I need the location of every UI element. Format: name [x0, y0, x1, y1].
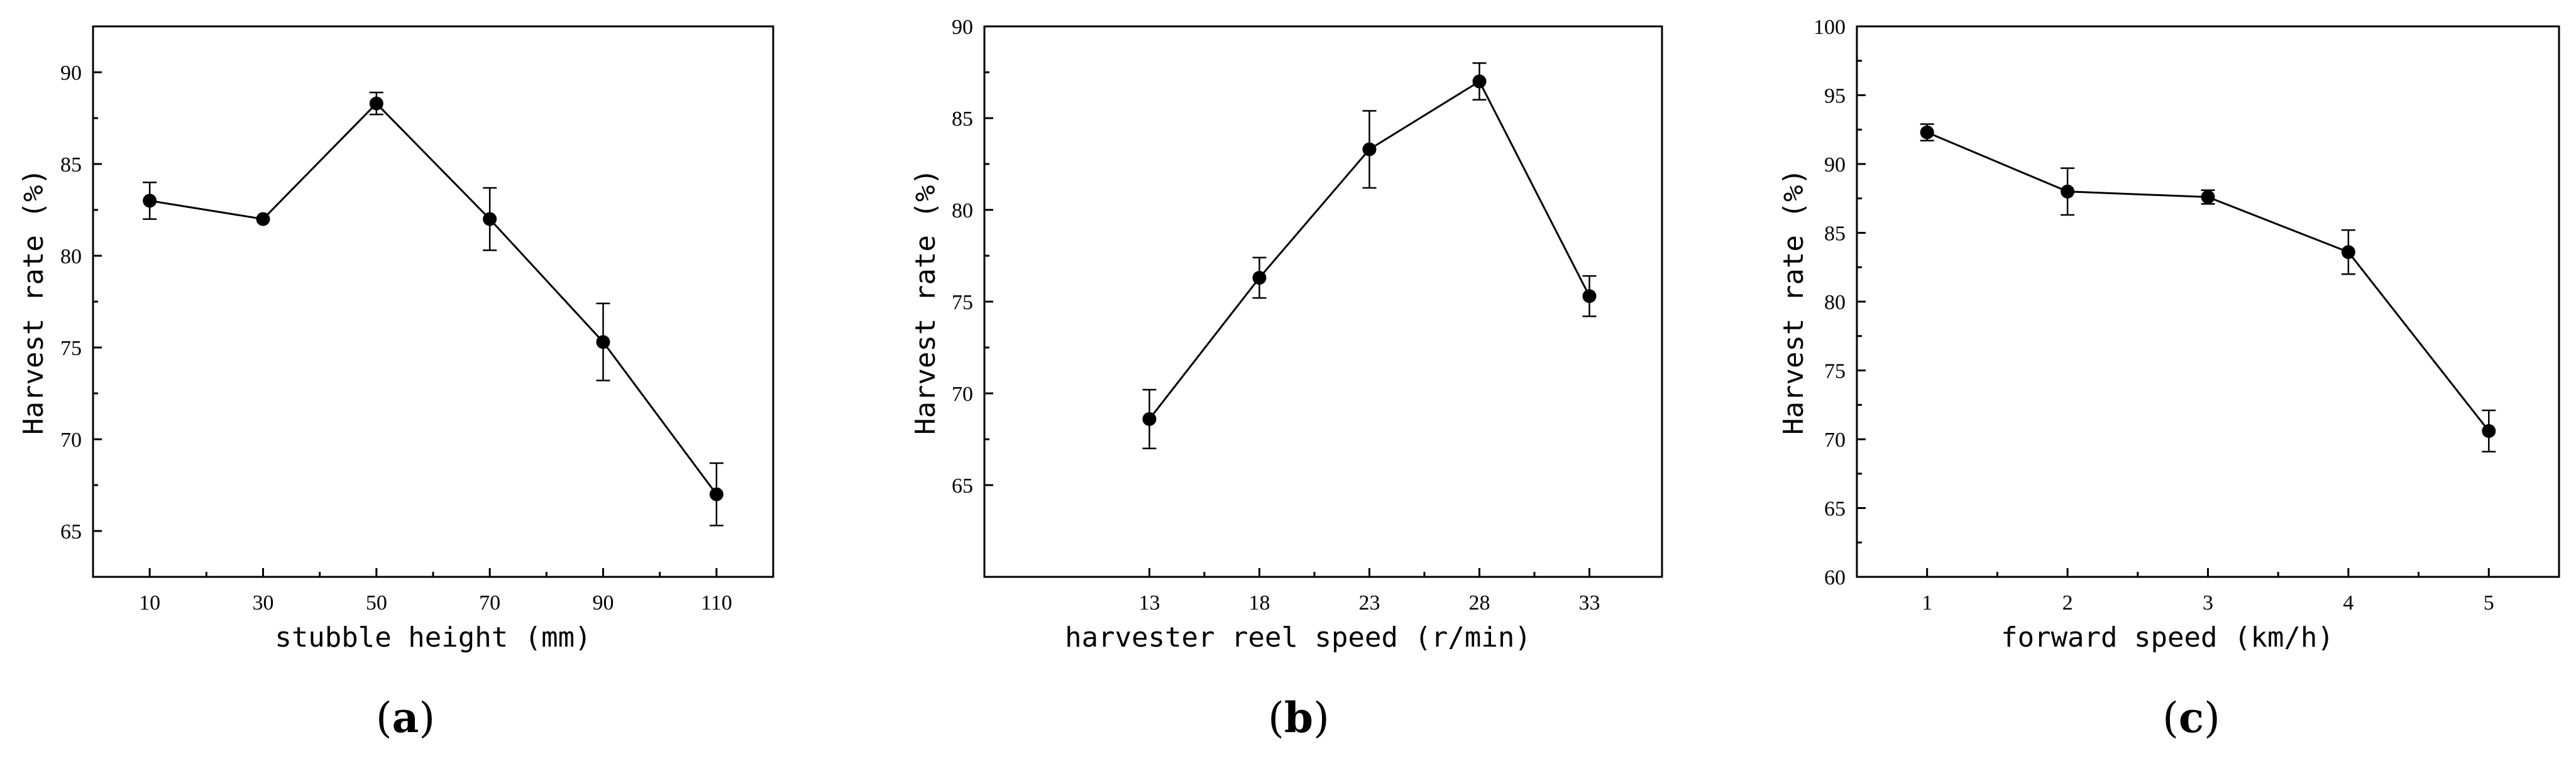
- data-point: [1920, 125, 1934, 140]
- marks-c: [1920, 123, 2496, 452]
- y-tick-label: 80: [952, 199, 973, 222]
- x-tick-label: 33: [1579, 591, 1600, 615]
- chart-panel-c: 60 65 70 75 80 85 90 95 100 1 2 3 4 5 forward speed …: [1778, 16, 2560, 742]
- data-point: [1142, 412, 1157, 426]
- y-tick-label: 85: [60, 153, 82, 177]
- y-tick-label: 95: [1824, 85, 1846, 108]
- data-point: [143, 194, 157, 208]
- x-tick-label: 10: [139, 591, 160, 615]
- y-axis-title-b: Harvest rate (%): [910, 168, 942, 435]
- y-tick-label: 90: [60, 62, 82, 85]
- series-line: [149, 102, 718, 495]
- y-ticks-b: 65 70 75 80 85 90: [952, 16, 993, 498]
- x-axis-title-c: forward speed (km/h): [2001, 621, 2334, 654]
- y-tick-label: 65: [952, 474, 973, 498]
- x-ticks-a: 10 30 50 70 90 110: [139, 568, 732, 615]
- panel-label-a: (a): [376, 693, 435, 742]
- y-tick-label: 70: [1824, 429, 1846, 452]
- y-tick-label: 100: [1814, 16, 1846, 39]
- data-point: [596, 335, 610, 349]
- marks-b: [1142, 62, 1597, 449]
- y-tick-label: 75: [1824, 360, 1846, 383]
- data-point: [2061, 184, 2075, 199]
- y-tick-label: 85: [952, 107, 973, 131]
- y-tick-label: 80: [60, 245, 82, 268]
- x-tick-label: 13: [1139, 591, 1160, 615]
- y-tick-label: 70: [952, 383, 973, 406]
- y-tick-label: 90: [952, 16, 973, 39]
- data-point: [2341, 245, 2355, 260]
- x-tick-label: 50: [366, 591, 387, 615]
- x-tick-label: 18: [1249, 591, 1270, 615]
- x-tick-label: 70: [479, 591, 500, 615]
- x-tick-label: 4: [2343, 591, 2353, 615]
- y-tick-label: 60: [1824, 566, 1846, 589]
- panel-label-c: (c): [2162, 693, 2220, 742]
- y-axis-title-a: Harvest rate (%): [18, 168, 50, 435]
- y-tick-label: 70: [60, 429, 82, 452]
- data-point: [2201, 190, 2215, 204]
- x-tick-label: 23: [1359, 591, 1380, 615]
- y-tick-label: 75: [60, 337, 82, 360]
- plot-frame-b: [983, 25, 1663, 578]
- data-point: [256, 212, 270, 226]
- x-tick-label: 30: [253, 591, 274, 615]
- y-ticks-a: 65 70 75 80 85 90: [60, 62, 102, 544]
- series-line: [1927, 131, 2490, 432]
- data-point: [709, 487, 724, 501]
- y-tick-label: 85: [1824, 222, 1846, 246]
- plot-frame-a: [92, 25, 774, 578]
- x-tick-label: 28: [1469, 591, 1490, 615]
- data-point: [2482, 424, 2496, 438]
- data-point: [1362, 142, 1377, 156]
- x-tick-label: 5: [2484, 591, 2494, 615]
- data-point: [1252, 271, 1267, 285]
- chart-panel-a: 65 70 75 80 85 90 10 30 50 70 90 110 stubble heigh…: [18, 25, 774, 742]
- y-axis-title-c: Harvest rate (%): [1778, 168, 1810, 435]
- plot-frame-c: [1856, 25, 2560, 578]
- y-tick-label: 75: [952, 291, 973, 314]
- x-tick-label: 1: [1922, 591, 1932, 615]
- data-point: [369, 96, 383, 111]
- x-ticks-b: 13 18 23 28 33: [1139, 568, 1600, 615]
- x-tick-label: 2: [2062, 591, 2073, 615]
- data-point: [1582, 289, 1597, 304]
- x-tick-label: 90: [593, 591, 614, 615]
- data-point: [483, 212, 497, 226]
- x-tick-label: 3: [2203, 591, 2213, 615]
- y-tick-label: 90: [1824, 153, 1846, 177]
- x-axis-title-a: stubble height (mm): [275, 621, 591, 654]
- x-ticks-c: 1 2 3 4 5: [1922, 568, 2494, 615]
- data-point: [1472, 74, 1487, 89]
- y-tick-label: 80: [1824, 291, 1846, 314]
- panel-label-b: (b): [1268, 693, 1329, 742]
- y-tick-label: 65: [60, 520, 82, 544]
- chart-panel-b: 65 70 75 80 85 90 13 18 23 28 33 harvester reel s…: [910, 16, 1663, 742]
- y-ticks-c: 60 65 70 75 80 85 90 95 100: [1814, 16, 1866, 589]
- x-axis-title-b: harvester reel speed (r/min): [1065, 621, 1531, 654]
- y-tick-label: 65: [1824, 498, 1846, 521]
- marks-a: [143, 91, 724, 527]
- x-tick-label: 110: [701, 591, 732, 615]
